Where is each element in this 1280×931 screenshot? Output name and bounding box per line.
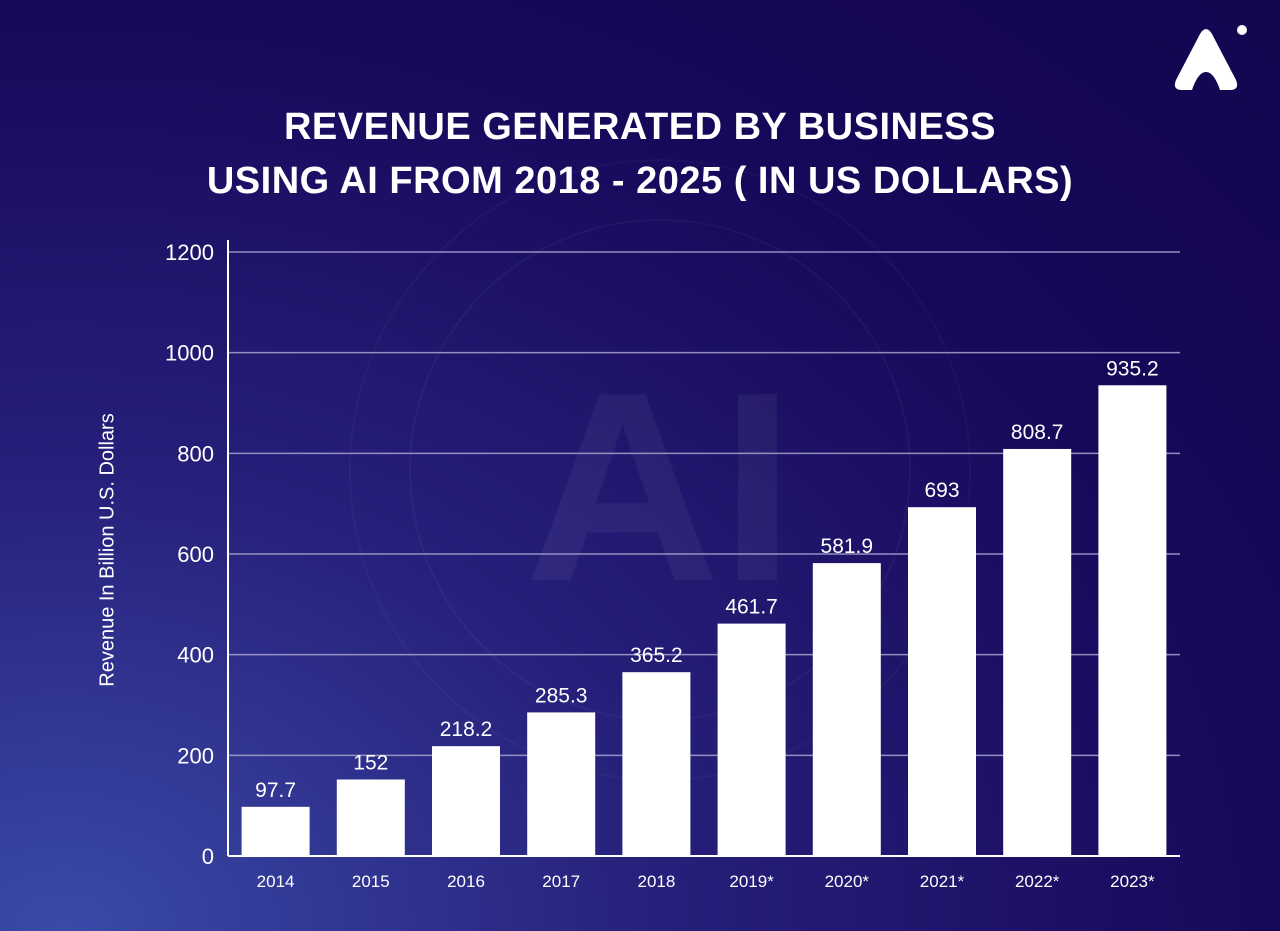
x-tick-label: 2019* bbox=[729, 872, 774, 891]
value-labels: 97.7 152 218.2 285.3 365.2 461.7 581.9 693 808.7… bbox=[255, 357, 1159, 802]
chart-title-line1: REVENUE GENERATED BY BUSINESS bbox=[283, 106, 996, 148]
x-tick-label: 2016 bbox=[447, 872, 485, 891]
x-tick-labels: 2014 2015 2016 2017 2018 2019* 2020* 2021* 2022*… bbox=[257, 872, 1155, 891]
x-tick-label: 2017 bbox=[542, 872, 580, 891]
bar bbox=[1098, 385, 1167, 856]
x-tick-label: 2023* bbox=[1110, 872, 1155, 891]
bar bbox=[432, 746, 500, 856]
bar bbox=[908, 507, 976, 856]
bar bbox=[622, 672, 691, 856]
value-label: 218.2 bbox=[440, 718, 493, 741]
chart-title: REVENUE GENERATED BY BUSINESS USING AI F… bbox=[0, 100, 1280, 208]
y-tick-labels: 0 200 400 600 800 1000 1200 bbox=[165, 240, 214, 869]
bar bbox=[717, 623, 786, 856]
y-tick-label: 800 bbox=[177, 441, 214, 466]
bar bbox=[812, 563, 881, 856]
y-tick-label: 0 bbox=[202, 844, 214, 869]
bar bbox=[336, 779, 405, 856]
bar bbox=[241, 806, 310, 856]
y-tick-label: 1000 bbox=[165, 341, 214, 366]
value-label: 581.9 bbox=[821, 535, 874, 558]
y-tick-label: 200 bbox=[177, 743, 214, 768]
value-label: 97.7 bbox=[255, 779, 296, 802]
value-label: 365.2 bbox=[630, 644, 683, 667]
x-tick-label: 2022* bbox=[1015, 872, 1060, 891]
value-label: 693 bbox=[924, 479, 959, 502]
x-tick-label: 2021* bbox=[920, 872, 965, 891]
value-label: 285.3 bbox=[535, 684, 588, 707]
chart-title-line2: USING AI FROM 2018 - 2025 ( IN US DOLLAR… bbox=[206, 160, 1074, 202]
x-tick-label: 2015 bbox=[352, 872, 390, 891]
value-label: 808.7 bbox=[1011, 421, 1064, 444]
bars bbox=[241, 385, 1167, 856]
y-tick-label: 400 bbox=[177, 643, 214, 668]
bar bbox=[1003, 448, 1072, 856]
x-tick-label: 2018 bbox=[637, 872, 675, 891]
value-label: 152 bbox=[353, 751, 388, 774]
value-label: 461.7 bbox=[725, 596, 778, 619]
bar bbox=[527, 712, 596, 856]
y-tick-label: 1200 bbox=[165, 240, 214, 265]
x-tick-label: 2020* bbox=[825, 872, 870, 891]
value-label: 935.2 bbox=[1106, 357, 1159, 380]
brand-logo-icon bbox=[1174, 25, 1247, 90]
y-tick-label: 600 bbox=[177, 542, 214, 567]
x-tick-label: 2014 bbox=[257, 872, 295, 891]
